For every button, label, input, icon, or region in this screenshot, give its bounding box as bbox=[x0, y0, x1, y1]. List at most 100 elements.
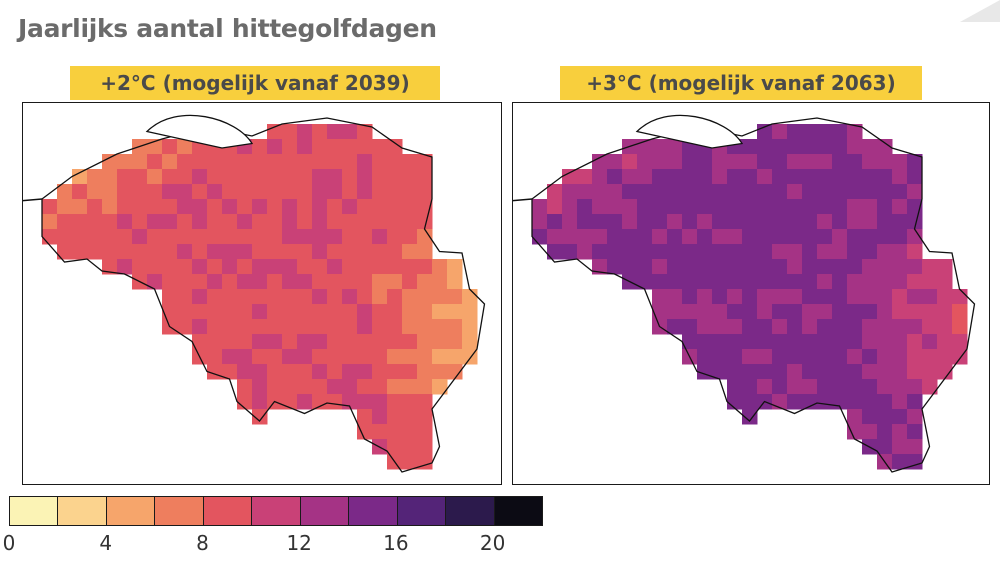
grid-cell bbox=[387, 304, 403, 320]
grid-cell bbox=[727, 364, 743, 380]
grid-cell bbox=[682, 229, 698, 245]
grid-cell bbox=[42, 199, 58, 215]
grid-cell bbox=[312, 364, 328, 380]
grid-cell bbox=[892, 244, 908, 260]
grid-cell bbox=[742, 379, 758, 395]
grid-cell bbox=[667, 259, 683, 275]
grid-cell bbox=[222, 244, 238, 260]
grid-cell bbox=[72, 169, 88, 185]
grid-cell bbox=[772, 319, 788, 335]
grid-cell bbox=[922, 349, 938, 365]
grid-cell bbox=[132, 199, 148, 215]
grid-cell bbox=[847, 304, 863, 320]
grid-cell bbox=[372, 244, 388, 260]
grid-cell bbox=[712, 154, 728, 170]
grid-cell bbox=[652, 199, 668, 215]
grid-cell bbox=[682, 154, 698, 170]
grid-cell bbox=[252, 349, 268, 365]
grid-cell bbox=[357, 169, 373, 185]
grid-cell bbox=[297, 214, 313, 230]
grid-cell bbox=[177, 259, 193, 275]
grid-cell bbox=[727, 244, 743, 260]
legend-swatch bbox=[203, 497, 253, 525]
grid-cell bbox=[387, 274, 403, 290]
grid-cell bbox=[357, 259, 373, 275]
grid-cell bbox=[652, 289, 668, 305]
grid-cell bbox=[402, 364, 418, 380]
grid-cell bbox=[342, 244, 358, 260]
grid-cell bbox=[312, 169, 328, 185]
grid-cell bbox=[297, 334, 313, 350]
grid-cell bbox=[727, 214, 743, 230]
grid-cell bbox=[817, 139, 833, 155]
grid-cell bbox=[742, 199, 758, 215]
grid-cell bbox=[817, 214, 833, 230]
grid-cell bbox=[117, 244, 133, 260]
grid-cell bbox=[817, 274, 833, 290]
grid-cell bbox=[342, 274, 358, 290]
grid-cell bbox=[267, 139, 283, 155]
grid-cell bbox=[402, 244, 418, 260]
grid-cell bbox=[742, 349, 758, 365]
grid-cell bbox=[922, 364, 938, 380]
grid-cell bbox=[312, 154, 328, 170]
grid-cell bbox=[132, 184, 148, 200]
grid-cell bbox=[402, 304, 418, 320]
grid-cell bbox=[132, 259, 148, 275]
grid-cell bbox=[652, 274, 668, 290]
grid-cell bbox=[222, 319, 238, 335]
grid-cell bbox=[327, 169, 343, 185]
grid-cell bbox=[592, 244, 608, 260]
grid-cell bbox=[907, 319, 923, 335]
grid-cell bbox=[877, 364, 893, 380]
legend-swatch bbox=[58, 497, 107, 525]
grid-cell bbox=[237, 349, 253, 365]
grid-cell bbox=[402, 289, 418, 305]
grid-cell bbox=[547, 229, 563, 245]
grid-cell bbox=[162, 229, 178, 245]
grid-cell bbox=[417, 454, 433, 470]
grid-cell bbox=[312, 379, 328, 395]
grid-cell bbox=[282, 139, 298, 155]
grid-cell bbox=[72, 244, 88, 260]
grid-cell bbox=[417, 169, 433, 185]
grid-cell bbox=[742, 184, 758, 200]
grid-cell bbox=[342, 379, 358, 395]
grid-cell bbox=[282, 154, 298, 170]
grid-cell bbox=[342, 184, 358, 200]
grid-cell bbox=[877, 439, 893, 455]
grid-cell bbox=[327, 199, 343, 215]
grid-cell bbox=[742, 259, 758, 275]
grid-cell bbox=[682, 304, 698, 320]
legend-swatch bbox=[397, 497, 447, 525]
grid-cell bbox=[802, 229, 818, 245]
grid-cell bbox=[772, 349, 788, 365]
grid-cell bbox=[652, 259, 668, 275]
grid-cell bbox=[282, 214, 298, 230]
grid-cell bbox=[192, 259, 208, 275]
grid-cell bbox=[817, 184, 833, 200]
grid-cell bbox=[192, 304, 208, 320]
grid-cell bbox=[147, 244, 163, 260]
grid-cell bbox=[907, 379, 923, 395]
panel-label-plus2: +2°C (mogelijk vanaf 2039) bbox=[70, 66, 440, 100]
grid-cell bbox=[637, 169, 653, 185]
grid-cell bbox=[847, 319, 863, 335]
grid-cell bbox=[937, 274, 953, 290]
grid-cell bbox=[192, 214, 208, 230]
grid-cell bbox=[267, 244, 283, 260]
grid-cell bbox=[757, 184, 773, 200]
grid-cell bbox=[162, 154, 178, 170]
grid-cell bbox=[342, 154, 358, 170]
grid-cell bbox=[757, 259, 773, 275]
legend-tick-label: 20 bbox=[479, 531, 506, 555]
grid-cell bbox=[432, 274, 448, 290]
grid-cell bbox=[667, 289, 683, 305]
grid-cell bbox=[937, 319, 953, 335]
grid-cell bbox=[327, 304, 343, 320]
grid-cell bbox=[577, 169, 593, 185]
grid-cell bbox=[682, 319, 698, 335]
grid-cell bbox=[297, 274, 313, 290]
grid-cell bbox=[802, 259, 818, 275]
grid-cell bbox=[907, 214, 923, 230]
